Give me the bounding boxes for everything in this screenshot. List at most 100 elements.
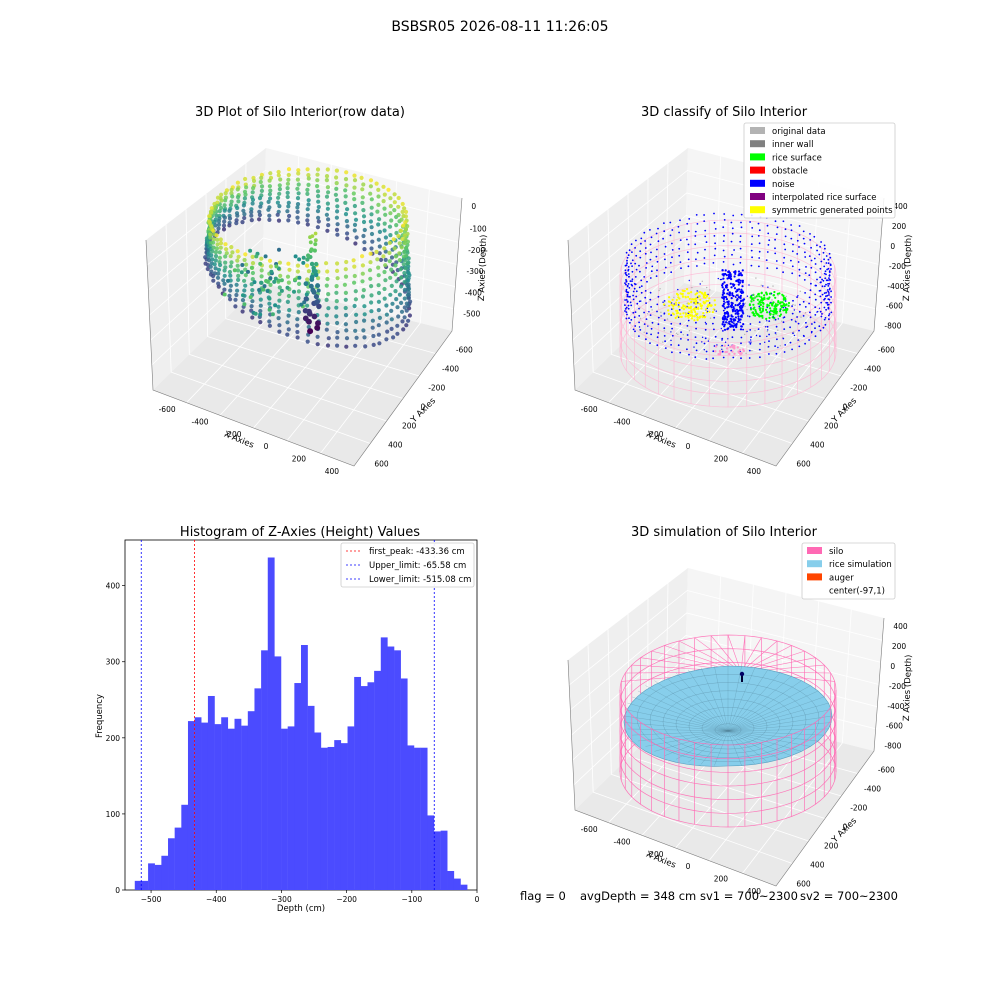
y-tick-label: -200 [850,803,867,812]
noise-point [732,214,735,217]
raw-point [270,312,275,317]
raw-point [399,300,404,305]
raw-point [313,231,318,236]
noise-point [639,329,642,331]
raw-point [268,188,273,193]
raw-point [334,175,339,180]
noise-point [647,325,649,327]
rice-surface-point [779,310,782,313]
noise-point [656,248,658,251]
raw-point [368,276,373,281]
raw-point [296,191,301,196]
raw-point [360,263,365,268]
noise-point [634,325,637,327]
rice-surface-point [769,313,772,316]
noise-point [828,252,831,255]
raw-point [316,215,321,220]
noise-point [686,251,689,254]
noise-point [631,278,634,281]
z-tick-label: -100 [470,225,487,234]
noise-point [740,221,742,224]
noise-point [826,289,829,291]
noise-point [646,280,648,283]
raw-point [285,194,290,200]
raw-point [228,202,233,208]
noise-point [730,315,733,318]
noise-point [809,311,811,314]
noise-point [796,239,799,242]
noise-point [758,321,761,323]
raw-point [242,288,247,293]
y-tick-label: 400 [810,440,825,449]
simulation-auger-marker [739,671,745,682]
raw-point [295,323,300,328]
raw-point [265,289,270,293]
noise-point [798,225,801,227]
noise-point [638,264,640,267]
raw-point [305,191,310,196]
noise-point [793,334,796,337]
raw-point [277,323,282,328]
noise-point [725,286,728,289]
rice-surface-point [766,305,769,308]
symmetric-point [695,307,698,310]
noise-point [728,277,731,280]
noise-point [657,332,660,334]
noise-point [723,323,726,326]
raw-point [305,263,310,268]
raw-point [335,204,340,209]
noise-point [759,343,761,345]
raw-point [316,194,321,199]
raw-point [211,228,216,233]
noise-point [627,291,630,294]
raw-point [295,215,300,220]
raw-point [360,187,365,192]
noise-point [796,316,798,318]
noise-point [733,284,735,286]
rice-surface-point [775,305,778,308]
legend-swatch-auger [807,573,822,581]
noise-point [830,290,832,293]
raw-point [352,273,357,279]
noise-point [814,314,817,316]
noise-point [682,334,684,336]
raw-point [285,274,291,279]
noise-point [625,279,627,281]
noise-point [634,262,637,265]
raw-point [216,271,221,276]
raw-point [215,195,221,200]
noise-point [662,237,664,240]
raw-point [250,288,255,293]
raw-point [215,275,221,280]
y-tick-label: 100 [106,810,121,819]
z-tick-label: -400 [465,288,482,297]
raw-point [383,235,388,240]
raw-point [258,320,263,325]
raw-point [406,278,411,283]
noise-point [737,283,740,286]
noise-point [768,340,770,342]
noise-point [766,267,769,269]
x-tick-label: 0 [686,862,691,871]
noise-point [626,294,629,296]
raw-point [228,283,233,288]
raw-point [352,178,358,183]
raw-point [324,313,329,318]
noise-point [650,306,652,308]
noise-point [662,301,664,303]
raw-point [404,301,409,306]
noise-point [779,345,781,347]
noise-point [666,318,669,320]
raw-point [259,268,264,273]
raw-point [398,228,404,233]
noise-point [726,300,729,304]
noise-point [791,250,794,253]
raw-point [324,178,329,183]
legend-label: original data [772,127,826,137]
noise-point [755,334,758,337]
raw-point [376,202,381,207]
noise-point [745,352,747,355]
noise-point [755,277,757,279]
rice-surface-point [771,304,774,307]
raw-point [277,329,282,334]
